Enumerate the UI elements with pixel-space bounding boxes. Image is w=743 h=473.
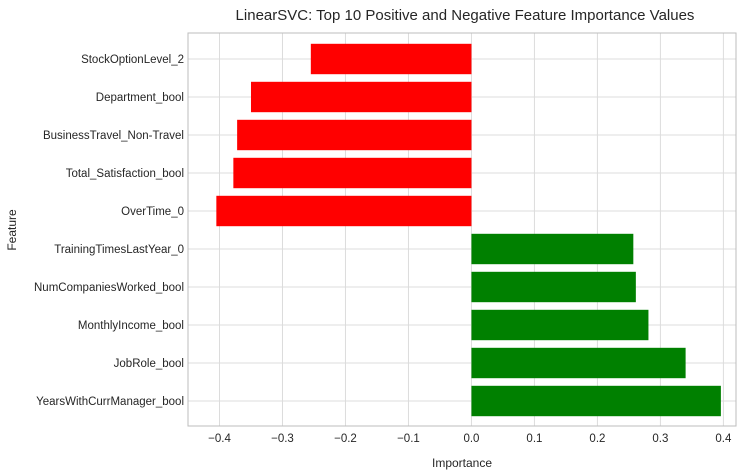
y-axis-label: Feature — [5, 209, 19, 251]
x-tick-label: −0.2 — [334, 433, 357, 445]
bar — [216, 195, 472, 227]
y-tick-label: NumCompaniesWorked_bool — [34, 282, 184, 294]
x-tick-label: −0.3 — [271, 433, 294, 445]
y-tick-label: BusinessTravel_Non-Travel — [43, 130, 184, 142]
x-tick-label: −0.4 — [208, 433, 231, 445]
plot-frame — [187, 32, 737, 427]
y-tick-label: TrainingTimesLastYear_0 — [54, 244, 184, 256]
bar — [471, 347, 686, 379]
bar — [471, 271, 636, 303]
bar — [237, 119, 472, 151]
x-tick-label: 0.2 — [589, 433, 605, 445]
y-tick-label: Department_bool — [96, 92, 184, 104]
x-axis-label: Importance — [432, 456, 492, 470]
bar — [310, 43, 472, 75]
bar — [233, 157, 472, 189]
bar — [471, 385, 721, 417]
bars — [216, 43, 721, 417]
y-tick-label: StockOptionLevel_2 — [81, 54, 184, 66]
y-tick-label: YearsWithCurrManager_bool — [36, 396, 184, 408]
y-tick-label: JobRole_bool — [114, 358, 184, 370]
x-tick-label: 0.0 — [463, 433, 479, 445]
y-tick-label: MonthlyIncome_bool — [78, 320, 184, 332]
x-tick-label: 0.3 — [652, 433, 668, 445]
bar — [471, 309, 649, 341]
y-tick-label: OverTime_0 — [121, 206, 184, 218]
x-tick-label: 0.4 — [715, 433, 732, 445]
chart-title: LinearSVC: Top 10 Positive and Negative … — [236, 7, 695, 24]
x-tick-labels: −0.4 −0.3 −0.2 −0.1 0.0 0.1 0.2 0.3 0.4 — [208, 433, 732, 445]
x-tick-label: 0.1 — [526, 433, 542, 445]
bar — [250, 81, 472, 113]
y-tick-labels: StockOptionLevel_2 Department_bool Busines… — [34, 54, 184, 408]
y-tick-label: Total_Satisfaction_bool — [66, 168, 184, 180]
bar — [471, 233, 634, 265]
x-tick-label: −0.1 — [397, 433, 420, 445]
